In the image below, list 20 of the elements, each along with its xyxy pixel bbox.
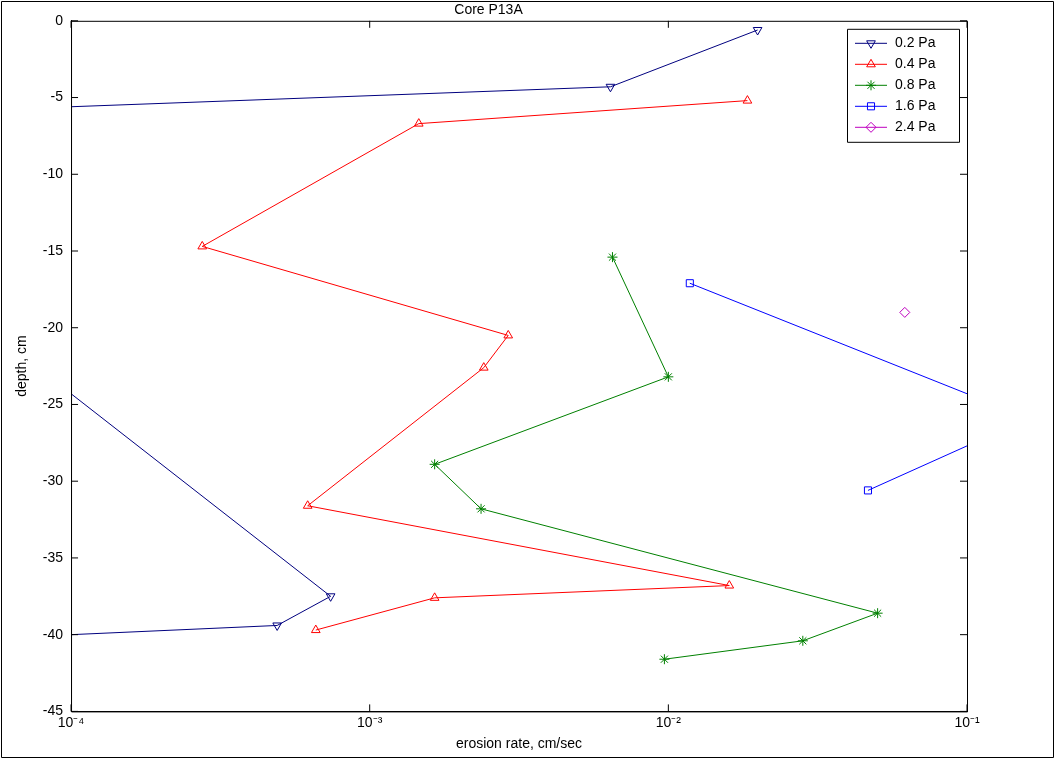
legend-label: 0.4 Pa <box>895 55 936 72</box>
y-axis-title: depth, cm <box>13 335 30 397</box>
legend-label: 0.8 Pa <box>895 76 936 93</box>
y-tick-label: -25 <box>42 395 64 412</box>
y-tick-label: -40 <box>42 625 64 642</box>
y-tick-label: 0 <box>55 11 64 28</box>
legend-label: 0.2 Pa <box>895 34 936 51</box>
chart-title: Core P13A <box>454 1 524 18</box>
x-tick-label: 10⁻³ <box>357 713 383 730</box>
legend-label: 1.6 Pa <box>895 97 936 114</box>
x-tick-label: 10⁻¹ <box>954 713 980 730</box>
x-tick-label: 10⁻² <box>655 713 682 730</box>
y-tick-label: -10 <box>42 165 64 182</box>
y-tick-label: -30 <box>42 472 64 489</box>
x-axis-title: erosion rate, cm/sec <box>455 735 583 752</box>
y-tick-label: -20 <box>42 318 64 335</box>
y-tick-label: -5 <box>50 88 64 105</box>
y-tick-label: -15 <box>42 241 64 258</box>
y-tick-label: -35 <box>42 548 64 565</box>
legend-label: 2.4 Pa <box>895 118 936 135</box>
